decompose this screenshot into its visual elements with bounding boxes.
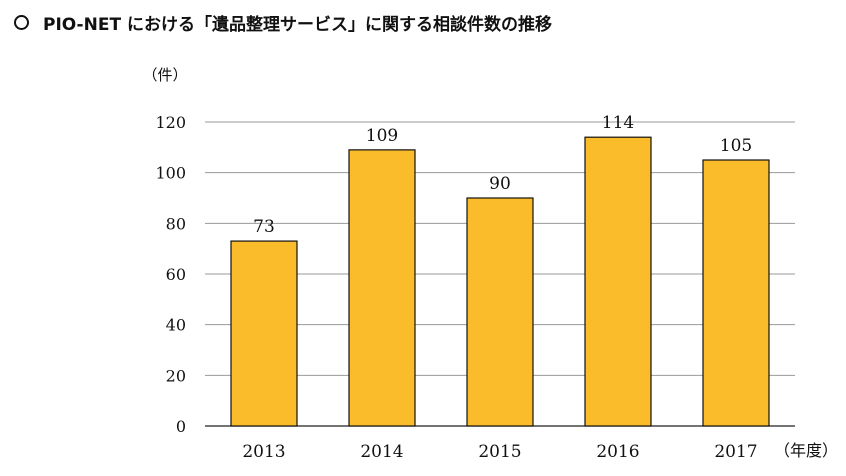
bar (348, 149, 416, 427)
x-tick-label: 2015 (478, 442, 521, 462)
y-axis-label: （件） (142, 66, 187, 84)
y-tick-label: 100 (155, 164, 186, 183)
chart-title: PIO-NET における「遺品整理サービス」に関する相談件数の推移 (43, 15, 552, 35)
data-label: 90 (489, 174, 511, 194)
x-tick-label: 2013 (242, 442, 285, 462)
bar (230, 240, 298, 427)
bars (230, 136, 770, 427)
chart-title-row: PIO-NET における「遺品整理サービス」に関する相談件数の推移 (14, 10, 552, 35)
x-axis-label: （年度） (774, 441, 838, 460)
y-tick-label: 60 (166, 265, 186, 284)
bar (466, 197, 534, 427)
x-tick-label: 2017 (714, 442, 757, 462)
y-tick-label: 40 (166, 316, 186, 335)
x-tick-label: 2014 (360, 442, 403, 462)
data-label: 109 (366, 126, 398, 146)
data-label: 114 (602, 113, 634, 133)
labels: 0 20 40 60 80 100 120 73 2013 109 2014 90 2015 114 201… (155, 113, 757, 462)
data-label: 73 (253, 217, 275, 237)
data-label: 105 (720, 136, 752, 156)
y-tick-label: 80 (166, 214, 186, 233)
x-tick-label: 2016 (596, 442, 639, 462)
y-tick-label: 120 (155, 113, 186, 132)
y-tick-label: 20 (166, 366, 186, 385)
circle-bullet-icon (14, 15, 29, 30)
bar (584, 136, 652, 427)
bar (702, 159, 770, 427)
y-tick-label: 0 (176, 417, 186, 436)
